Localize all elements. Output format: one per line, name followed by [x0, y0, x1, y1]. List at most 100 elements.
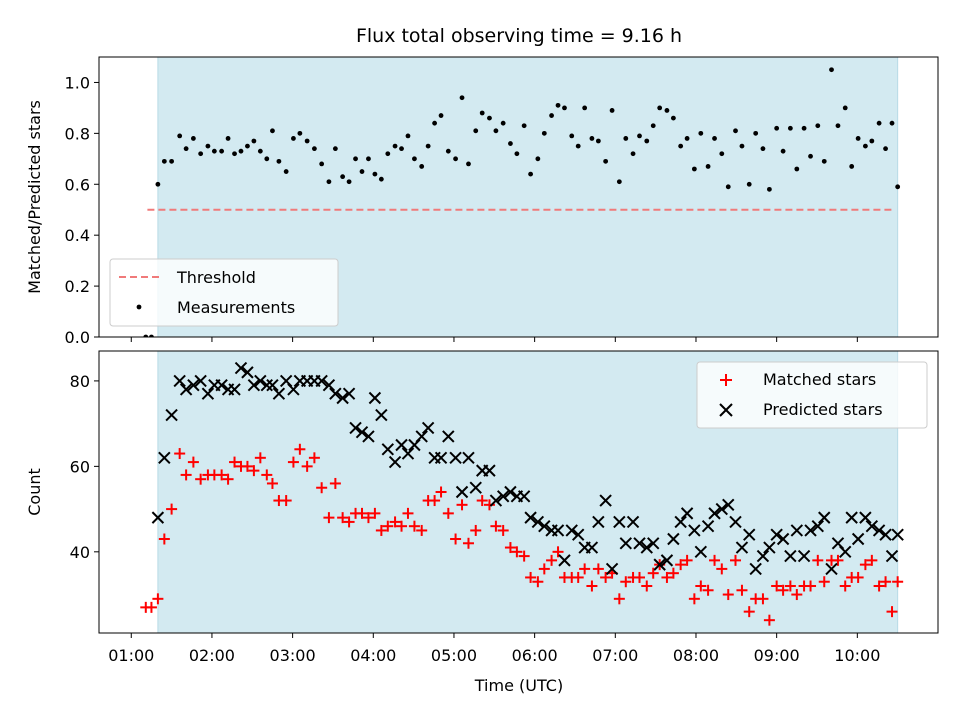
predicted-point-45: [455, 485, 469, 499]
top-frame: [98, 56, 939, 338]
predicted-point-47: [469, 481, 482, 494]
measurement-point-19: [270, 128, 275, 134]
matched-point-85: [716, 563, 728, 575]
matched-point-111: [892, 576, 904, 588]
matched-point-82: [695, 580, 707, 592]
predicted-point-27: [336, 391, 349, 405]
predicted-point-62: [571, 528, 585, 541]
measurement-point-107: [869, 138, 875, 144]
bottom-frame: [98, 350, 939, 634]
top-ytick-label-0: 0.0: [65, 328, 90, 347]
measurement-point-85: [719, 151, 725, 157]
bottom-ytick-label-1: 60: [70, 457, 90, 476]
measurement-point-76: [657, 105, 663, 111]
matched-point-91: [757, 593, 769, 605]
measurement-point-60: [549, 113, 554, 118]
predicted-legend-swatch: [719, 403, 733, 417]
measurement-point-104: [849, 164, 855, 169]
matched-point-60: [546, 554, 558, 566]
matched-point-98: [805, 580, 817, 592]
measurement-point-35: [378, 176, 384, 182]
predicted-point-29: [349, 421, 362, 435]
predicted-point-69: [619, 537, 633, 550]
measurement-point-37: [392, 143, 398, 149]
matched-point-81: [688, 593, 700, 605]
predicted-point-31: [362, 430, 375, 443]
predicted-point-67: [605, 562, 619, 576]
matched-point-108: [873, 580, 885, 592]
matched-point-44: [435, 486, 447, 498]
measurement-point-40: [412, 156, 417, 162]
measurement-point-77: [664, 108, 670, 113]
measurement-point-106: [862, 143, 868, 149]
matched-point-59: [538, 563, 550, 575]
matched-point-78: [667, 567, 679, 579]
predicted-point-52: [504, 485, 517, 499]
measurement-point-14: [238, 148, 244, 154]
predicted-point-7: [201, 387, 215, 400]
top-y-axis-label: Matched/Predicted stars: [25, 100, 44, 294]
predicted-point-71: [633, 537, 646, 550]
predicted-point-59: [551, 524, 565, 537]
predicted-point-39: [415, 430, 428, 443]
bottom-legend-box: [696, 361, 928, 429]
predicted-point-4: [179, 383, 193, 396]
matched-point-40: [408, 520, 420, 532]
matched-point-75: [647, 567, 659, 579]
matched-point-15: [241, 460, 253, 472]
matched-point-107: [866, 554, 878, 566]
measurement-point-3: [161, 158, 167, 164]
matched-point-83: [702, 584, 714, 596]
matched-point-24: [301, 460, 313, 472]
matched-point-29: [337, 512, 349, 524]
matched-point-32: [356, 507, 368, 519]
matched-point-73: [634, 571, 646, 583]
predicted-point-14: [247, 378, 261, 392]
measurement-point-21: [283, 169, 289, 174]
matched-point-21: [280, 495, 292, 507]
measurement-point-96: [794, 166, 800, 172]
predicted-point-105: [865, 519, 879, 533]
predicted-point-77: [674, 515, 687, 529]
matched-point-96: [791, 589, 803, 601]
measurement-point-51: [487, 115, 492, 121]
measurement-point-62: [562, 105, 567, 111]
matched-point-74: [641, 580, 653, 592]
measurement-point-80: [684, 136, 690, 141]
predicted-point-56: [531, 515, 545, 529]
predicted-point-24: [315, 374, 328, 388]
predicted-point-79: [688, 524, 701, 537]
measurement-point-63: [569, 133, 575, 139]
measurement-point-70: [616, 179, 622, 185]
measurement-point-74: [644, 138, 650, 144]
matched-point-33: [362, 512, 374, 524]
measurement-point-5: [177, 133, 183, 139]
top-x-ticks: [130, 337, 858, 342]
measurement-point-25: [311, 146, 317, 152]
matched-point-22: [287, 456, 299, 468]
measurement-point-12: [225, 136, 231, 141]
matched-point-8: [195, 473, 207, 485]
matched-point-11: [216, 469, 228, 481]
matched-point-92: [763, 614, 775, 626]
measurement-point-0: [143, 334, 149, 337]
measurement-point-81: [691, 166, 697, 172]
measurement-point-15: [245, 143, 250, 149]
measurement-point-84: [712, 136, 717, 141]
top-y-ticks: 0.0 0.2 0.4 0.6 0.8 1.0: [65, 73, 99, 347]
measurement-point-55: [514, 151, 520, 157]
measurement-point-73: [637, 133, 642, 139]
matched-point-52: [490, 520, 502, 532]
matched-point-55: [511, 546, 523, 558]
matched-point-38: [396, 520, 408, 532]
measurement-point-56: [521, 123, 527, 129]
predicted-point-73: [647, 537, 660, 550]
matched-point-54: [504, 542, 516, 554]
measurement-point-53: [500, 120, 506, 126]
measurement-point-27: [326, 179, 332, 185]
predicted-point-12: [234, 361, 248, 375]
matched-point-12: [222, 473, 234, 485]
matched-point-86: [722, 589, 734, 601]
top-ytick-label-4: 0.8: [65, 124, 90, 143]
matched-point-18: [261, 469, 273, 481]
